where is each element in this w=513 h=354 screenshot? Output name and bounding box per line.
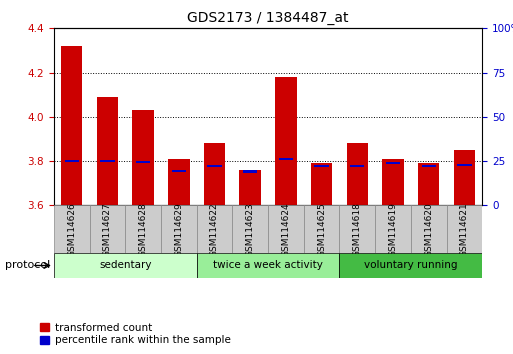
Bar xyxy=(386,162,400,164)
Bar xyxy=(453,150,475,205)
Bar xyxy=(268,205,304,253)
Bar xyxy=(422,165,436,167)
Text: GSM114626: GSM114626 xyxy=(67,202,76,257)
Text: GSM114621: GSM114621 xyxy=(460,202,469,257)
Text: voluntary running: voluntary running xyxy=(364,261,458,270)
Bar xyxy=(204,143,225,205)
Text: GSM114619: GSM114619 xyxy=(388,202,398,257)
Bar xyxy=(172,170,186,172)
Bar xyxy=(65,160,79,162)
Bar xyxy=(125,205,161,253)
Text: GSM114628: GSM114628 xyxy=(139,202,148,257)
Bar xyxy=(375,205,411,253)
Text: GSM114625: GSM114625 xyxy=(317,202,326,257)
Bar xyxy=(314,165,329,167)
Text: GSM114627: GSM114627 xyxy=(103,202,112,257)
Bar xyxy=(161,205,196,253)
Bar xyxy=(168,159,189,205)
Legend: transformed count, percentile rank within the sample: transformed count, percentile rank withi… xyxy=(40,322,230,345)
Bar xyxy=(243,170,258,172)
Text: GSM114622: GSM114622 xyxy=(210,202,219,257)
Bar xyxy=(90,205,125,253)
Text: twice a week activity: twice a week activity xyxy=(213,261,323,270)
Bar xyxy=(446,205,482,253)
Text: sedentary: sedentary xyxy=(99,261,151,270)
Bar xyxy=(136,161,150,163)
Text: GSM114620: GSM114620 xyxy=(424,202,433,257)
Title: GDS2173 / 1384487_at: GDS2173 / 1384487_at xyxy=(187,11,349,24)
Bar xyxy=(96,97,118,205)
Text: GSM114618: GSM114618 xyxy=(353,202,362,257)
Bar xyxy=(54,253,196,278)
Bar xyxy=(54,205,90,253)
Text: GSM114629: GSM114629 xyxy=(174,202,183,257)
Text: GSM114623: GSM114623 xyxy=(246,202,254,257)
Bar xyxy=(340,205,375,253)
Bar xyxy=(207,165,222,167)
Bar xyxy=(196,205,232,253)
Bar xyxy=(347,143,368,205)
Bar xyxy=(240,170,261,205)
Bar xyxy=(382,159,404,205)
Bar xyxy=(100,160,114,162)
Bar xyxy=(275,77,297,205)
Bar xyxy=(196,253,340,278)
Bar xyxy=(279,158,293,160)
Bar xyxy=(311,163,332,205)
Text: protocol: protocol xyxy=(5,261,50,270)
Bar xyxy=(350,165,364,167)
Bar xyxy=(132,110,154,205)
Bar xyxy=(340,253,482,278)
Bar xyxy=(457,164,471,166)
Bar xyxy=(61,46,83,205)
Bar xyxy=(232,205,268,253)
Bar xyxy=(418,163,439,205)
Bar xyxy=(304,205,340,253)
Text: GSM114624: GSM114624 xyxy=(282,202,290,257)
Bar xyxy=(411,205,446,253)
